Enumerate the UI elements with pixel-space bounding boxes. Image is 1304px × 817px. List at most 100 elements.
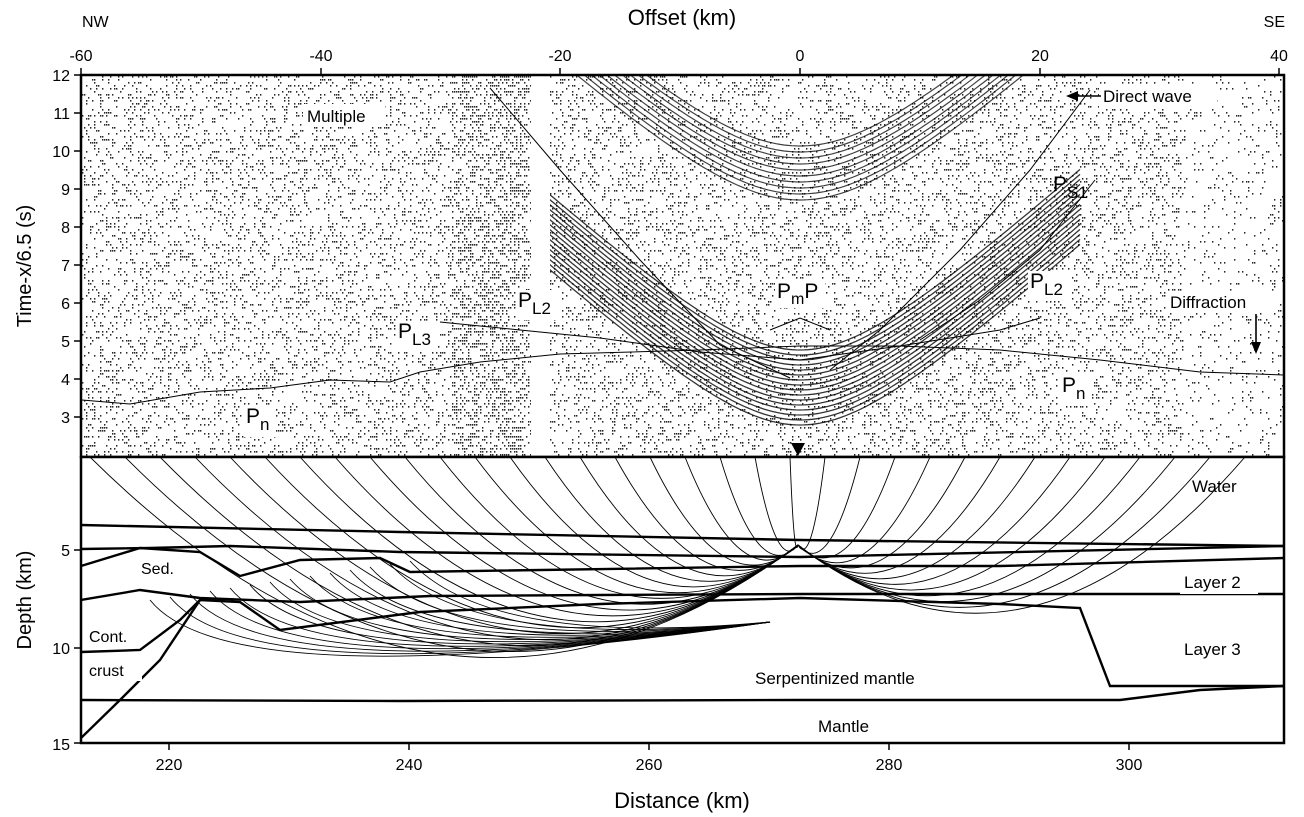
wavefront-line (539, 228, 1081, 411)
pick-line (489, 87, 791, 379)
distance-tick-label: 280 (876, 757, 903, 774)
top-tick-label: -40 (309, 48, 332, 65)
wavefront-line (539, 213, 1081, 396)
wavefront-line (539, 203, 1081, 386)
direct-wave-label: Direct wave (1103, 87, 1192, 106)
sed-label: Sed. (141, 561, 174, 578)
model-boundary-line (81, 523, 1284, 548)
top-axis-ticklabels: -60 -40 -20 0 20 40 (69, 48, 1288, 65)
wavefront-line (637, 75, 963, 153)
time-axis-title: Time-x/6.5 (s) (14, 205, 36, 328)
wavefront-line (539, 243, 1081, 426)
top-axis-title: Offset (km) (628, 5, 736, 30)
ray-path (309, 575, 771, 638)
layer2-label: Layer 2 (1184, 573, 1241, 592)
ray-path (269, 581, 771, 643)
instrument-marker (791, 443, 805, 456)
pn-right-label: Pn (1062, 374, 1085, 403)
time-tick-label: 5 (61, 334, 70, 351)
wavefront-line (539, 183, 1081, 366)
wavefront-line (539, 178, 1081, 361)
phase-labels: Multiple Direct wave Diffraction PS1 PL2… (244, 84, 1274, 437)
model-boundary-line (81, 588, 1284, 604)
ray-path (797, 457, 1176, 602)
se-label: SE (1264, 14, 1285, 31)
water-label: Water (1192, 477, 1237, 496)
depth-tick-label: 5 (61, 543, 70, 560)
wavefront-line (629, 75, 971, 159)
top-tick-label: 0 (796, 48, 805, 65)
wavefront-line (539, 238, 1081, 421)
top-tick-label: -60 (69, 48, 92, 65)
layer3-label: Layer 3 (1184, 640, 1241, 659)
ray-path (797, 457, 1211, 608)
crust-label: crust (89, 663, 124, 680)
ray-path (349, 569, 771, 634)
depth-tick-label: 15 (52, 737, 70, 754)
model-boundary-line (81, 596, 1284, 688)
time-tick-label: 3 (61, 410, 70, 427)
wavefront-line (621, 75, 979, 165)
ray-paths (89, 457, 1246, 658)
wavefront-line (539, 193, 1081, 376)
ray-path (369, 566, 771, 632)
wavefront-line (539, 233, 1081, 416)
time-tick-label: 11 (53, 106, 70, 123)
ray-path (409, 560, 771, 629)
ps1-label: PS1 (1053, 173, 1088, 202)
time-tick-label: 10 (52, 144, 70, 161)
time-tick-label: 8 (61, 220, 70, 237)
top-tick-label: 20 (1031, 48, 1049, 65)
ray-path (439, 457, 799, 599)
model-boundary-line (81, 684, 1284, 703)
cont-label: Cont. (89, 629, 127, 646)
distance-tick-label: 260 (636, 757, 663, 774)
top-tick-label: -20 (548, 48, 571, 65)
distance-tick-label: 220 (156, 757, 183, 774)
pick-line (769, 317, 831, 331)
wavefront-line (583, 75, 1017, 195)
wavefront-line (539, 168, 1081, 351)
velocity-model-panel (79, 443, 1286, 745)
wavefront-line (539, 223, 1081, 406)
mantle-label: Mantle (818, 717, 869, 736)
ray-path (797, 457, 1246, 614)
pick-line (81, 345, 1284, 405)
wavefront-line (590, 75, 1010, 189)
ray-path (789, 457, 799, 548)
distance-tick-label: 240 (396, 757, 423, 774)
record-section-panel (79, 73, 1286, 459)
wavefront-line (539, 173, 1081, 356)
depth-axis-ticklabels: 5 10 15 (52, 543, 70, 754)
wavefront-line (598, 75, 1002, 183)
time-tick-label: 12 (52, 68, 70, 85)
pl2-right-label: PL2 (1030, 270, 1063, 299)
distance-axis-ticklabels: 220 240 260 280 300 (156, 757, 1143, 774)
pick-line (919, 179, 1096, 341)
wavefront-line (605, 75, 995, 177)
wavefront-line (539, 198, 1081, 381)
pmp-label: PmP (777, 280, 818, 308)
ray-path (389, 563, 771, 631)
ray-path (249, 584, 771, 645)
depth-axis-title: Depth (km) (14, 551, 36, 650)
model-labels: Water Layer 2 Layer 3 Sed. Cont. crust S… (86, 477, 1258, 736)
direct-wave-arrow-icon (1066, 91, 1078, 101)
time-tick-label: 6 (61, 296, 70, 313)
diffraction-arrow-icon (1251, 342, 1261, 354)
ray-path (209, 590, 771, 650)
pick-line (829, 89, 1091, 371)
ray-path (684, 457, 799, 561)
pl3-label: PL3 (398, 320, 431, 349)
wavefront-line (539, 188, 1081, 371)
ray-path (229, 587, 771, 647)
diffraction-label: Diffraction (1170, 293, 1246, 312)
pn-left-label: Pn (246, 405, 269, 434)
nw-label: NW (82, 14, 110, 31)
wavefront-line (613, 75, 987, 171)
trace-gap (531, 75, 550, 457)
time-tick-label: 4 (61, 372, 70, 389)
axis-ticks (74, 68, 1280, 750)
pl2-left-label: PL2 (518, 289, 551, 318)
